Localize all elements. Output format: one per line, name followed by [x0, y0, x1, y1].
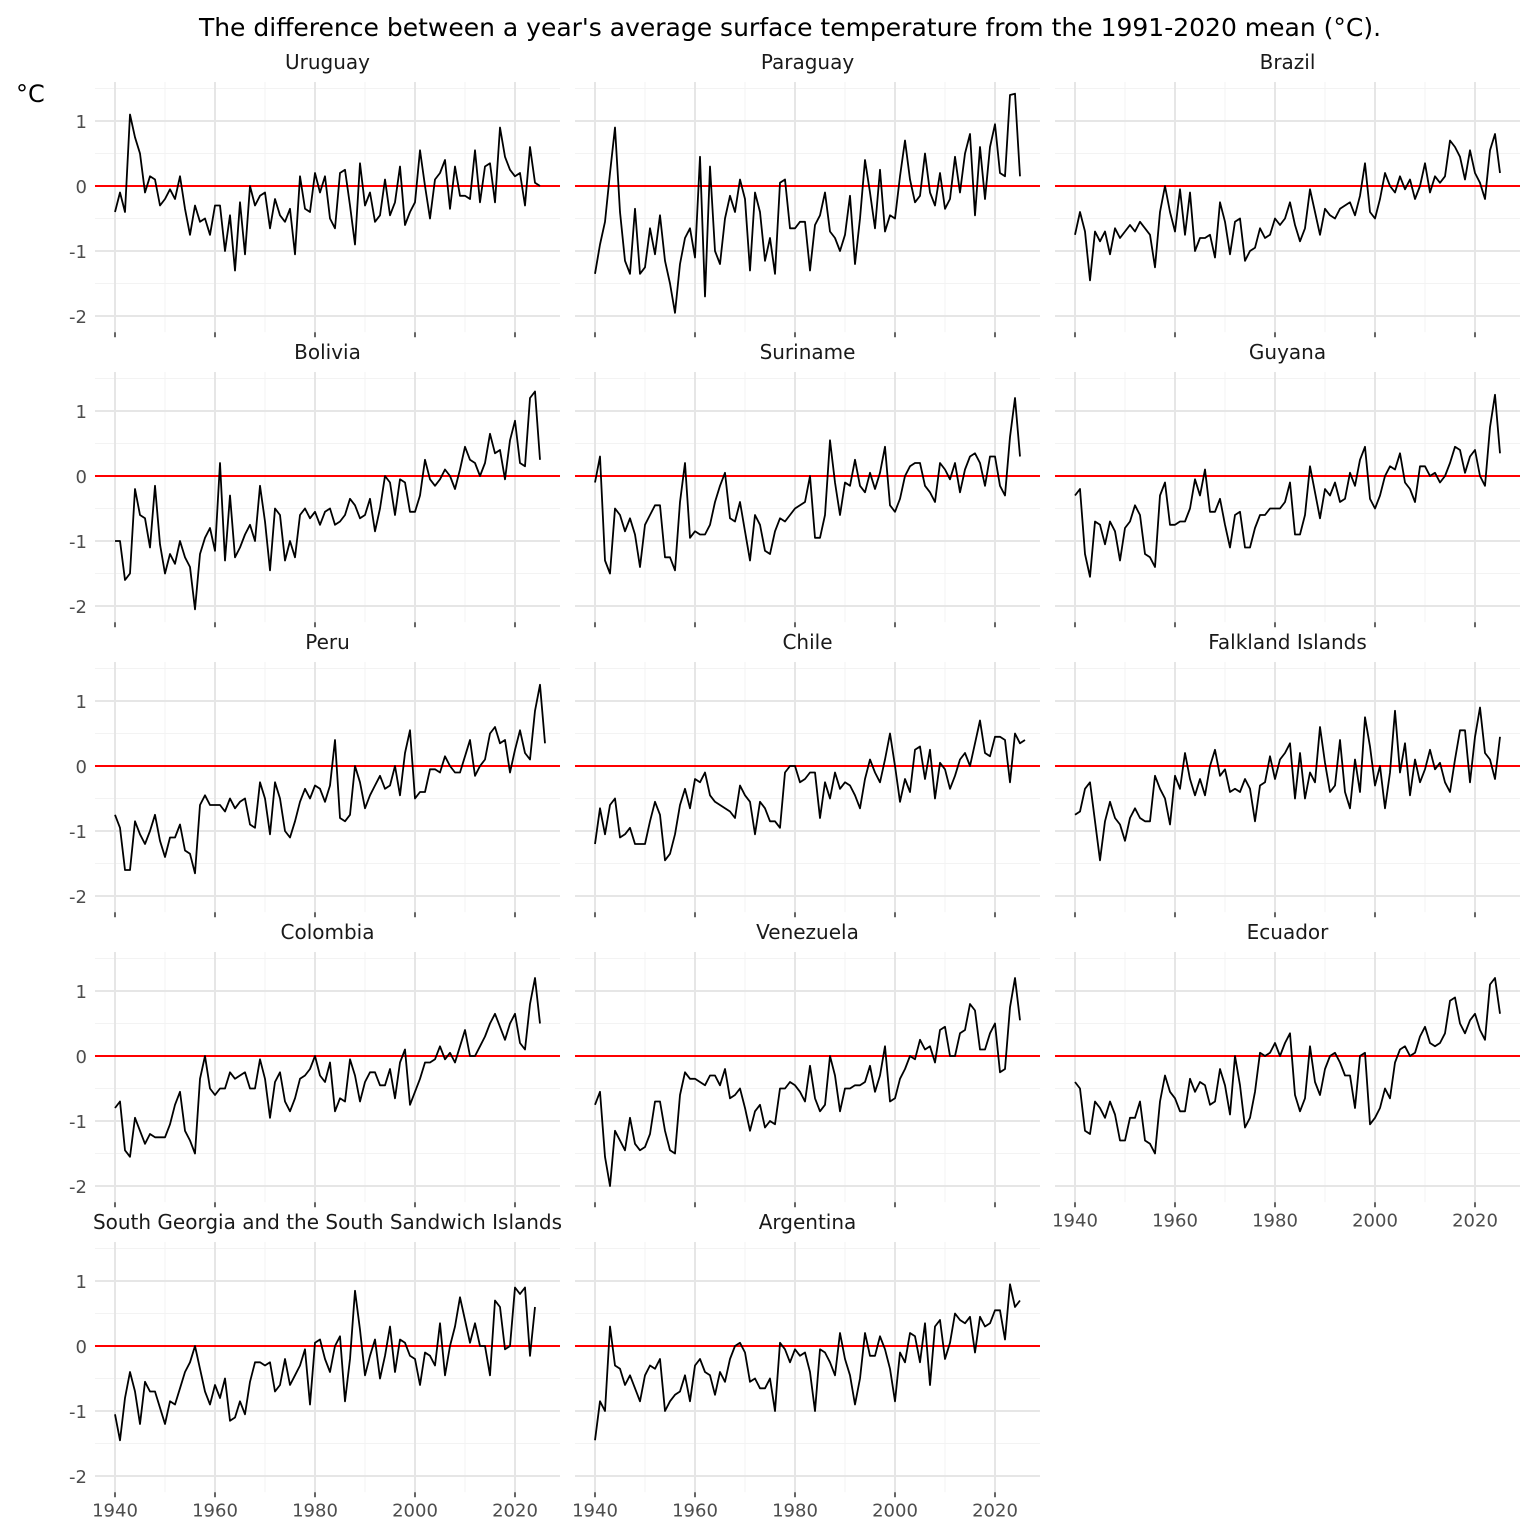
x-tick-label: 1940 — [572, 1500, 618, 1521]
series-line — [1074, 706, 1501, 862]
series-line — [114, 1286, 536, 1442]
panel-title: Colombia — [281, 920, 375, 944]
panel-title: Paraguay — [761, 50, 855, 74]
x-tick-label: 1980 — [292, 1500, 338, 1521]
panel-ecuador: Ecuador 1940 1960 1980 2000 2020 — [1052, 920, 1520, 1231]
panel-uruguay: Uruguay -2 -1 0 1 — [69, 50, 560, 338]
series-line — [114, 113, 541, 272]
series-line — [1074, 393, 1501, 578]
panel-title: Venezuela — [756, 920, 859, 944]
y-tick-label: 0 — [76, 467, 87, 488]
y-tick-label: 0 — [76, 1047, 87, 1068]
y-tick-label: -2 — [69, 1467, 87, 1488]
series-line — [594, 719, 1026, 862]
series-line — [115, 390, 541, 611]
series-line — [594, 92, 1021, 314]
y-tick-label: 0 — [76, 1337, 87, 1358]
series-line — [1074, 977, 1501, 1155]
panel-title: Suriname — [760, 340, 856, 364]
y-tick-label: -2 — [69, 1177, 87, 1198]
x-tick-label: 2000 — [1352, 1210, 1398, 1231]
x-tick-label: 1940 — [92, 1500, 138, 1521]
panel-title: Ecuador — [1247, 920, 1329, 944]
y-tick-label: -1 — [69, 822, 87, 843]
series-line — [114, 977, 541, 1158]
x-tick-label: 2020 — [492, 1500, 538, 1521]
y-tick-label: 1 — [76, 402, 87, 423]
x-tick-label: 2020 — [972, 1500, 1018, 1521]
y-axis-label: °C — [16, 80, 45, 108]
panel-title: Falkland Islands — [1208, 630, 1367, 654]
panel-argentina: Argentina 1940 1960 1980 2000 2020 — [572, 1210, 1040, 1521]
x-tick-label: 2020 — [1452, 1210, 1498, 1231]
series-line — [594, 397, 1021, 575]
panel-title: Argentina — [759, 1210, 857, 1234]
y-tick-label: 0 — [76, 177, 87, 198]
series-line — [594, 977, 1021, 1187]
panel-colombia: Colombia -2 -1 0 1 — [69, 920, 560, 1208]
y-tick-label: 1 — [76, 982, 87, 1003]
panel-title: Bolivia — [294, 340, 361, 364]
series-line — [1074, 133, 1501, 282]
x-tick-label: 2000 — [872, 1500, 918, 1521]
panel-suriname: Suriname — [575, 340, 1040, 628]
y-tick-label: -1 — [69, 242, 87, 263]
panel-title: Guyana — [1249, 340, 1326, 364]
x-tick-label: 1940 — [1052, 1210, 1098, 1231]
y-tick-label: 1 — [76, 112, 87, 133]
series-line — [114, 683, 546, 875]
panel-bolivia: Bolivia -2 -1 0 1 — [69, 340, 560, 628]
x-tick-label: 1960 — [672, 1500, 718, 1521]
panel-title: Peru — [305, 630, 350, 654]
panel-south-georgia-and-the-south-sandwich-islands: South Georgia and the South Sandwich Isl… — [69, 1210, 562, 1521]
y-tick-label: 1 — [76, 692, 87, 713]
y-tick-label: -2 — [69, 887, 87, 908]
panel-peru: Peru -2 -1 0 1 — [69, 630, 560, 918]
panel-title: Uruguay — [285, 50, 370, 74]
panel-guyana: Guyana — [1055, 340, 1520, 628]
y-tick-label: 0 — [76, 757, 87, 778]
y-tick-label: -2 — [69, 307, 87, 328]
y-tick-label: -1 — [69, 1112, 87, 1133]
x-tick-label: 1980 — [1252, 1210, 1298, 1231]
x-tick-label: 2000 — [392, 1500, 438, 1521]
x-tick-label: 1960 — [192, 1500, 238, 1521]
panel-title: South Georgia and the South Sandwich Isl… — [93, 1210, 562, 1234]
y-tick-label: -2 — [69, 597, 87, 618]
y-tick-label: -1 — [69, 532, 87, 553]
x-tick-label: 1960 — [1152, 1210, 1198, 1231]
panel-title: Brazil — [1260, 50, 1316, 74]
x-tick-label: 1980 — [772, 1500, 818, 1521]
panel-title: Chile — [782, 630, 832, 654]
panel-falkland-islands: Falkland Islands — [1055, 630, 1520, 918]
series-line — [594, 1283, 1021, 1441]
panel-chile: Chile — [575, 630, 1040, 918]
y-tick-label: 1 — [76, 1272, 87, 1293]
panels: Uruguay -2 -1 0 1 Paraguay Brazil Bolivia -2 -1 0 1… — [69, 50, 1520, 1521]
panel-paraguay: Paraguay — [575, 50, 1040, 338]
chart-title: The difference between a year's average … — [198, 13, 1381, 42]
y-tick-label: -1 — [69, 1402, 87, 1423]
panel-brazil: Brazil — [1055, 50, 1520, 338]
panel-venezuela: Venezuela — [575, 920, 1040, 1208]
